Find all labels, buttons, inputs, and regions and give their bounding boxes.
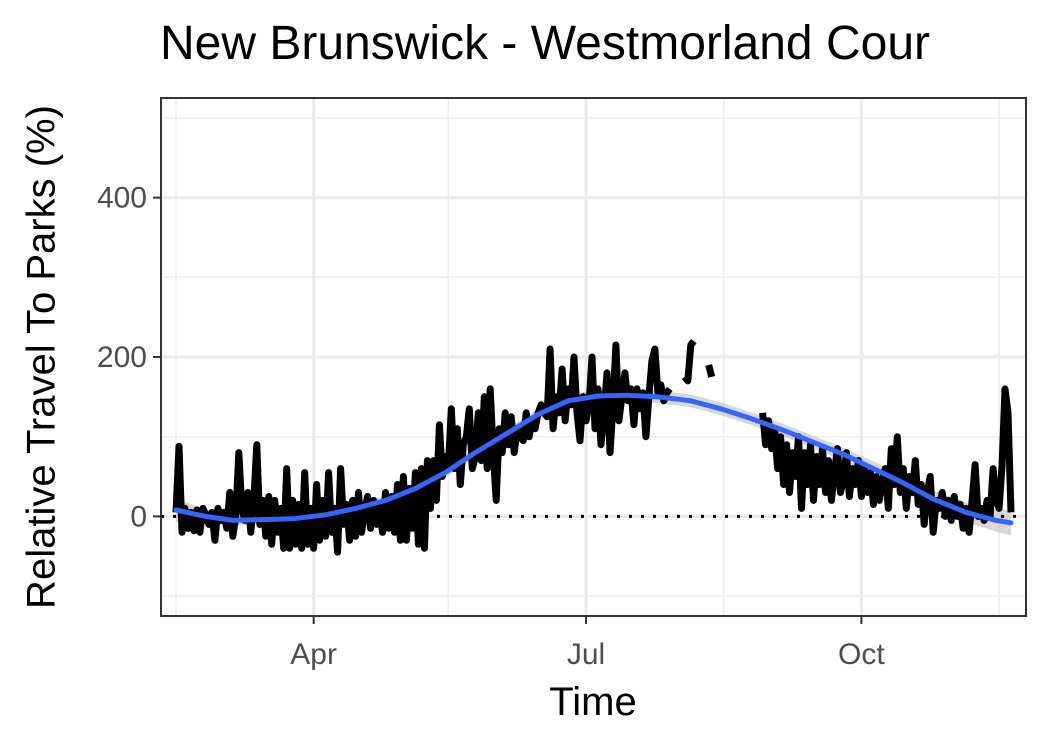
axis-ticks: 0 200 400 Apr Jul Oct (97, 182, 885, 671)
y-tick-label: 200 (97, 341, 147, 374)
x-tick-label: Jul (567, 638, 605, 671)
y-tick-label: 0 (130, 500, 147, 533)
smooth-trend-line (173, 392, 1014, 526)
smooth-series-layer (173, 392, 1014, 526)
observed-line-segment (681, 338, 697, 385)
x-axis-label: Time (549, 680, 637, 724)
x-tick-label: Apr (290, 638, 337, 671)
observed-line-segment (705, 364, 716, 378)
y-tick-label: 400 (97, 182, 147, 215)
chart-title: New Brunswick - Westmorland Cour (160, 17, 930, 70)
x-tick-label: Oct (838, 638, 885, 671)
observed-line-segment (759, 385, 1015, 536)
observed-series-layer (172, 338, 1015, 556)
observed-line-segment (172, 341, 673, 556)
